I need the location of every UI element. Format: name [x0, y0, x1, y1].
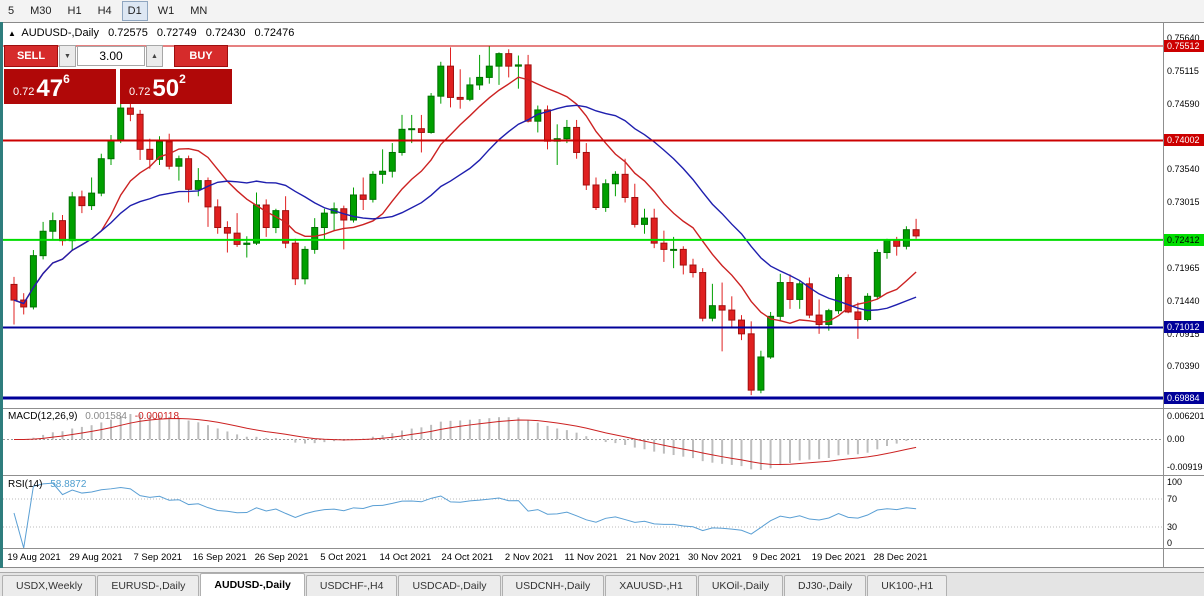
chart-tab[interactable]: XAUUSD-,H1 [605, 575, 697, 596]
date-label: 14 Oct 2021 [379, 552, 432, 563]
main-macd-separator[interactable] [0, 408, 1204, 409]
chart-tab[interactable]: UK100-,H1 [867, 575, 948, 596]
date-label: 7 Sep 2021 [133, 552, 183, 563]
price-badge: 0.74002 [1164, 134, 1204, 147]
chart-tab[interactable]: USDCHF-,H4 [305, 575, 398, 596]
rsi-tick: 100 [1167, 477, 1183, 487]
date-label: 26 Sep 2021 [254, 552, 309, 563]
date-label: 9 Dec 2021 [752, 552, 802, 563]
chart-tab[interactable]: EURUSD-,Daily [97, 575, 200, 596]
chart-title-bar: ▲ AUDUSD-,Daily 0.72575 0.72749 0.72430 … [8, 27, 300, 39]
macd-main-value: 0.001584 [85, 411, 127, 422]
price-tick: 0.71965 [1167, 262, 1200, 273]
rsi-indicator-label: RSI(14) 58.8872 [8, 479, 86, 490]
chart-tab[interactable]: USDCNH-,Daily [501, 575, 605, 596]
chart-tab[interactable]: USDCAD-,Daily [398, 575, 501, 596]
price-axis-separator [1163, 22, 1164, 568]
timeframe-button-d1[interactable]: D1 [121, 1, 148, 21]
chart-left-accent [0, 22, 3, 568]
rsi-name: RSI(14) [8, 479, 43, 490]
buy-price-pip-digit: 2 [179, 72, 186, 86]
date-label: 28 Dec 2021 [873, 552, 928, 563]
trade-panel-controls: SELL ▼ 3.00 ▲ BUY [4, 45, 236, 67]
rsi-tick: 0 [1167, 538, 1173, 548]
chart-tab[interactable]: AUDUSD-,Daily [200, 573, 305, 596]
price-tick: 0.74590 [1167, 98, 1200, 109]
macd-name: MACD(12,26,9) [8, 411, 78, 422]
buy-price-big-digits: 50 [152, 75, 180, 102]
sell-price-pip-digit: 6 [63, 72, 70, 86]
macd-rsi-separator[interactable] [0, 475, 1204, 476]
date-label: 16 Sep 2021 [192, 552, 247, 563]
price-tick: 0.70915 [1167, 328, 1200, 339]
chart-symbol-title: AUDUSD-,Daily [21, 27, 99, 39]
timeframe-button-w1[interactable]: W1 [157, 5, 175, 17]
price-badge: 0.69884 [1164, 392, 1204, 404]
buy-price-box[interactable]: 0.72 50 2 [120, 69, 232, 104]
timeframe-button-5[interactable]: 5 [8, 5, 15, 17]
sell-button[interactable]: SELL [4, 45, 58, 67]
lot-increase-button[interactable]: ▲ [146, 45, 163, 67]
chart-tab[interactable]: DJ30-,Daily [784, 575, 867, 596]
macd-tick: -0.00919 [1167, 462, 1203, 472]
macd-indicator-label: MACD(12,26,9) 0.001584 -0.000118 [8, 411, 179, 422]
date-label: 19 Dec 2021 [811, 552, 866, 563]
buy-button[interactable]: BUY [174, 45, 228, 67]
price-badge: 0.75512 [1164, 40, 1204, 52]
date-label: 21 Nov 2021 [626, 552, 680, 563]
price-tick: 0.75115 [1167, 65, 1199, 76]
timeframe-toolbar: 5 M30 H1 H4 D1 W1 MN [0, 0, 1204, 23]
lot-decrease-button[interactable]: ▼ [59, 45, 76, 67]
date-label: 29 Aug 2021 [69, 552, 123, 563]
price-badge: 0.72412 [1164, 233, 1204, 246]
price-tick: 0.73540 [1167, 164, 1200, 175]
price-tick: 0.70390 [1167, 361, 1200, 372]
rsi-tick: 30 [1167, 522, 1178, 532]
macd-signal-value: -0.000118 [134, 411, 180, 422]
one-click-trade-panel: SELL ▼ 3.00 ▲ BUY 0.72 47 6 0.72 50 2 [4, 45, 236, 104]
ohlc-close: 0.72476 [254, 27, 295, 39]
timeframe-button-m30[interactable]: M30 [30, 5, 52, 17]
date-label: 2 Nov 2021 [504, 552, 554, 563]
date-label: 24 Oct 2021 [441, 552, 494, 563]
chart-tab[interactable]: UKOil-,Daily [697, 575, 783, 596]
sell-price-big-digits: 47 [36, 75, 64, 102]
price-badge: 0.71012 [1164, 321, 1204, 334]
timeframe-button-h1[interactable]: H1 [67, 5, 82, 17]
rsi-value: 58.8872 [50, 479, 87, 490]
ohlc-high: 0.72749 [156, 27, 197, 39]
timeframe-button-h4[interactable]: H4 [97, 5, 112, 17]
timeframe-button-mn[interactable]: MN [190, 5, 208, 17]
rsi-tick: 70 [1167, 494, 1178, 504]
macd-tick: 0.00 [1167, 434, 1185, 445]
chart-tab-bar: USDX,Weekly EURUSD-,Daily AUDUSD-,Daily USD… [0, 572, 1204, 596]
lot-size-input[interactable]: 3.00 [77, 46, 145, 66]
date-label: 30 Nov 2021 [687, 552, 742, 563]
ohlc-low: 0.72430 [205, 27, 246, 39]
collapse-triangle-icon[interactable]: ▲ [8, 29, 16, 38]
trade-panel-prices: 0.72 47 6 0.72 50 2 [4, 69, 236, 104]
price-tick: 0.75640 [1167, 33, 1200, 43]
price-tick: 0.73015 [1167, 197, 1200, 208]
chart-dateaxis-separator [0, 548, 1204, 549]
buy-price-prefix: 0.72 [129, 86, 151, 98]
sell-price-box[interactable]: 0.72 47 6 [4, 69, 116, 104]
macd-tick: 0.006201 [1167, 411, 1204, 421]
price-tick: 0.71440 [1167, 295, 1200, 306]
date-label: 11 Nov 2021 [564, 552, 618, 563]
date-label: 5 Oct 2021 [320, 552, 367, 563]
ohlc-open: 0.72575 [108, 27, 148, 39]
sell-price-prefix: 0.72 [13, 86, 35, 98]
chart-tab[interactable]: USDX,Weekly [2, 575, 97, 596]
date-label: 19 Aug 2021 [7, 552, 61, 563]
